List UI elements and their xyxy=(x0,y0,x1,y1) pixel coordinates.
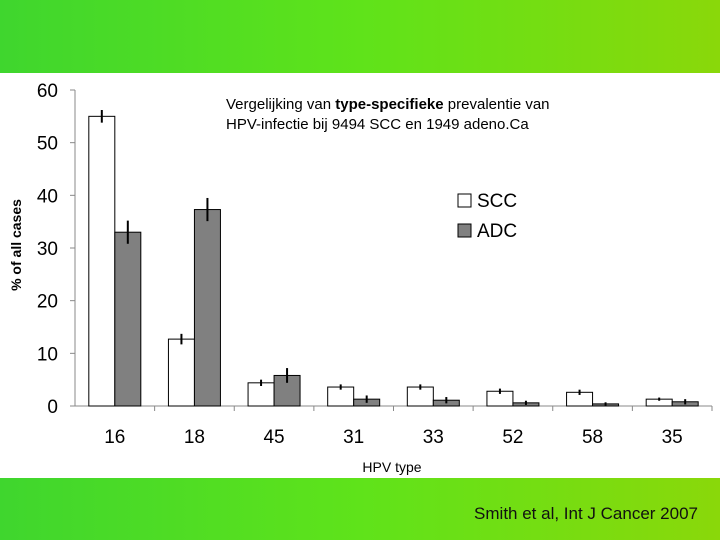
x-axis-label: HPV type xyxy=(362,459,421,475)
x-tick-label-58: 58 xyxy=(582,427,603,448)
y-tick-label-10: 10 xyxy=(37,344,58,365)
legend-swatch-adc xyxy=(457,223,472,238)
x-tick-label-45: 45 xyxy=(263,427,284,448)
legend-label-scc: SCC xyxy=(477,191,517,212)
y-tick-label-30: 30 xyxy=(37,239,58,260)
y-axis-label: % of all cases xyxy=(8,199,24,291)
bottom-green-band xyxy=(0,478,720,540)
y-tick-label-50: 50 xyxy=(37,134,58,155)
bar-adc-18 xyxy=(193,209,221,407)
y-tick-label-20: 20 xyxy=(37,292,58,313)
bar-adc-16 xyxy=(114,231,142,407)
chart-title-line1-post: prevalentie van xyxy=(443,96,550,113)
chart-title-line2: HPV-infectie bij 9494 SCC en 1949 adeno.… xyxy=(226,116,529,133)
bar-scc-16 xyxy=(88,115,116,407)
bar-scc-31 xyxy=(327,386,355,407)
y-tick-label-40: 40 xyxy=(37,186,58,207)
bar-scc-33 xyxy=(406,386,434,407)
x-tick-label-33: 33 xyxy=(423,427,444,448)
chart-title: Vergelijking van type-specifieke prevale… xyxy=(226,95,686,135)
chart-title-line1-bold: type-specifieke xyxy=(335,96,444,113)
citation: Smith et al, Int J Cancer 2007 xyxy=(474,504,698,523)
top-green-band xyxy=(0,0,720,73)
bar-scc-45 xyxy=(247,382,275,407)
y-tick-label-60: 60 xyxy=(37,81,58,102)
bar-scc-18 xyxy=(167,338,195,407)
x-tick-label-18: 18 xyxy=(184,427,205,448)
legend-label-adc: ADC xyxy=(477,221,517,242)
legend-swatch-scc xyxy=(457,193,472,208)
chart-title-line1-pre: Vergelijking van xyxy=(226,96,336,113)
x-tick-label-52: 52 xyxy=(502,427,523,448)
x-tick-label-16: 16 xyxy=(104,427,125,448)
y-tick-label-0: 0 xyxy=(47,397,58,418)
x-tick-label-35: 35 xyxy=(662,427,683,448)
x-tick-label-31: 31 xyxy=(343,427,364,448)
